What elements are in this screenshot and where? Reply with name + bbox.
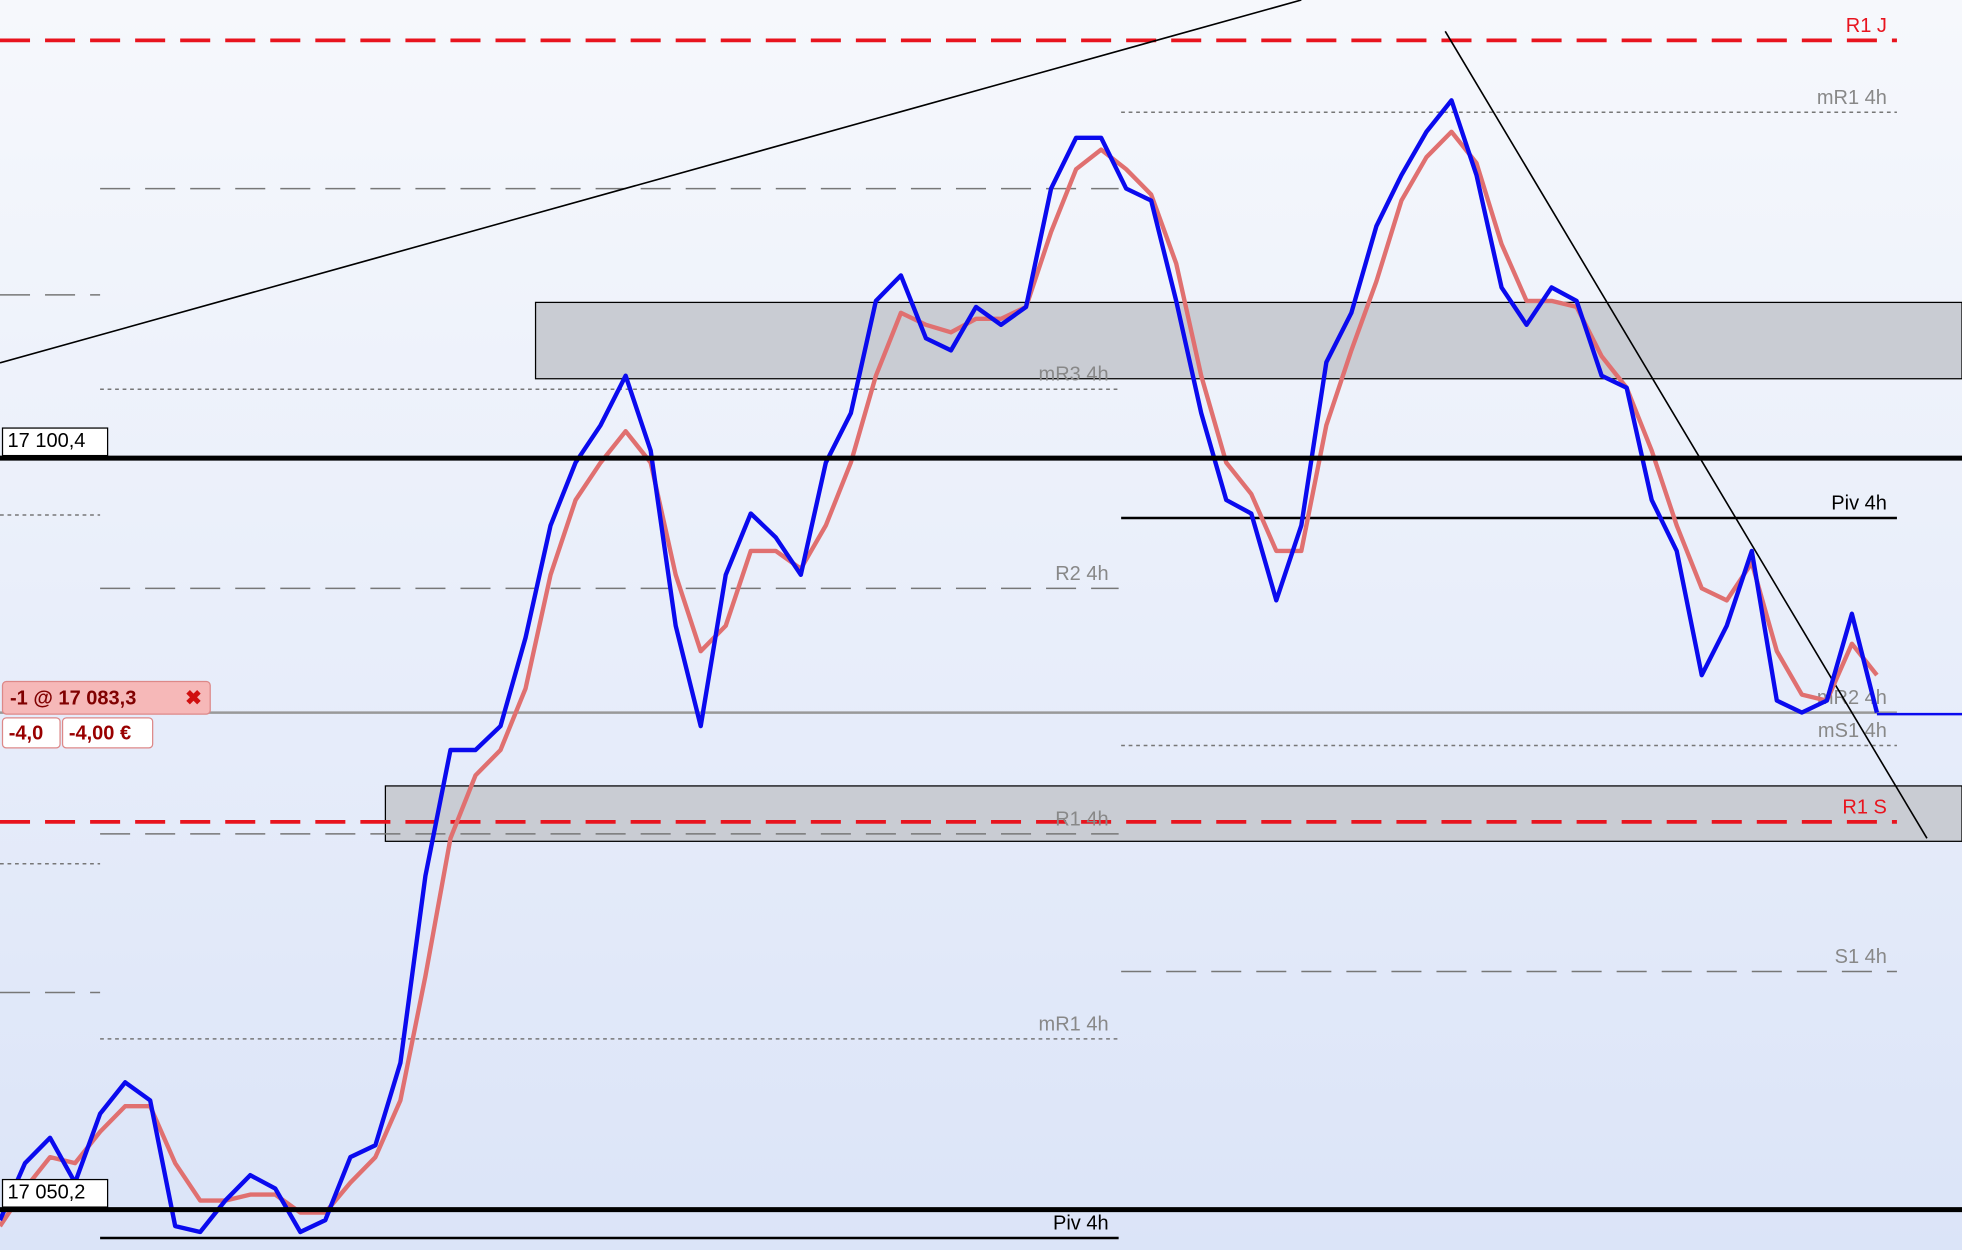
trend-line xyxy=(1444,30,1928,839)
pnl-value: -4,00 € xyxy=(69,722,131,744)
trend-line xyxy=(0,0,1302,364)
level-label: R2 4h xyxy=(1055,563,1108,585)
moving-average xyxy=(0,129,1879,1228)
pnl-points: -4,0 xyxy=(9,722,44,744)
order-label: -1 @ 17 083,3 xyxy=(10,687,136,709)
zone xyxy=(534,301,1962,380)
pnl-box xyxy=(1,717,61,749)
price-label-box xyxy=(1,427,109,457)
moving-average xyxy=(0,98,1880,1235)
level-label: Piv 4h xyxy=(1053,1213,1109,1235)
zone xyxy=(384,785,1962,842)
order-close[interactable]: ✖ xyxy=(185,687,202,709)
level-label: R1 S xyxy=(1842,796,1887,818)
pnl-box xyxy=(61,717,154,749)
level-label: R1 4h xyxy=(1055,808,1108,830)
level-label: mR1 4h xyxy=(1817,87,1887,109)
level-label: R1 J xyxy=(1846,15,1887,37)
level-label: mR2 4h xyxy=(1817,687,1887,709)
price-label: 17 100,4 xyxy=(8,430,86,452)
order-box xyxy=(1,680,211,715)
price-label: 17 050,2 xyxy=(8,1182,86,1204)
level-label: mR1 4h xyxy=(1039,1013,1109,1035)
level-label: mS1 4h xyxy=(1818,720,1887,742)
level-label: mR3 4h xyxy=(1039,364,1109,386)
level-label: Piv 4h xyxy=(1831,492,1887,514)
price-label-box xyxy=(1,1178,109,1208)
level-label: S1 4h xyxy=(1835,946,1887,968)
